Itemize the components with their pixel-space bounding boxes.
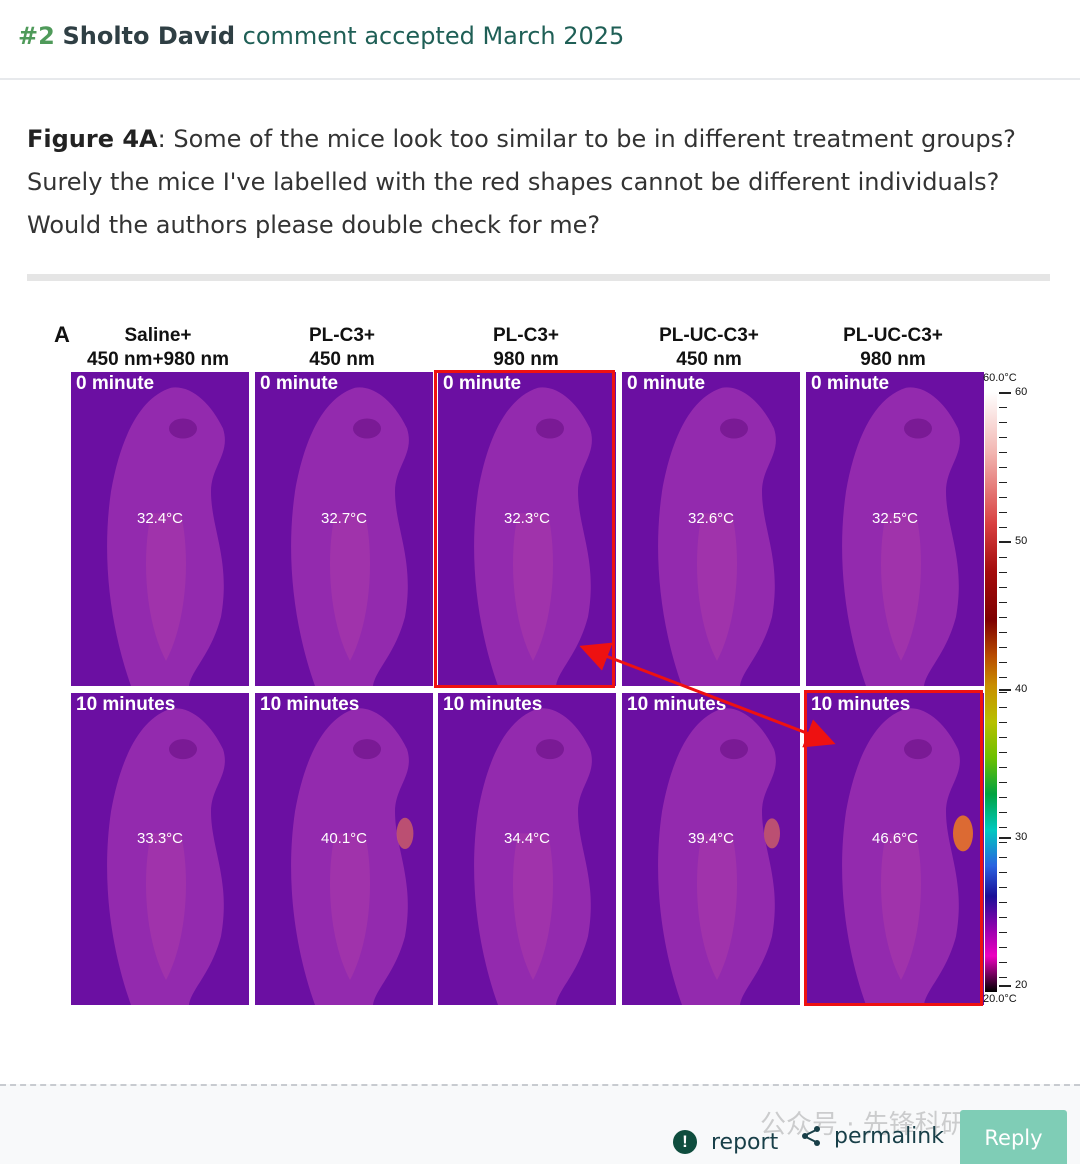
time-label: 0 minute bbox=[76, 373, 155, 394]
column-label-line2: 450 nm bbox=[676, 349, 742, 370]
temperature-label: 32.4°C bbox=[136, 510, 184, 528]
permalink-link[interactable]: permalink bbox=[800, 1122, 944, 1150]
thermal-image-panel: 10 minutes 40.1°C bbox=[255, 693, 433, 1005]
mouse-silhouette bbox=[658, 387, 776, 686]
figure-4a: A Saline+ 450 nm+980 nm PL-C3+ 450 nm PL… bbox=[0, 300, 1080, 1020]
scale-major-tick bbox=[999, 837, 1011, 839]
comparison-arrow bbox=[579, 642, 836, 748]
comment-text: : Some of the mice look too similar to b… bbox=[27, 125, 1016, 239]
column-label-saline: Saline+ 450 nm+980 nm bbox=[63, 324, 253, 372]
temperature-label: 32.6°C bbox=[687, 510, 735, 528]
column-label-line1: Saline+ bbox=[124, 325, 192, 346]
time-label: 0 minute bbox=[627, 373, 706, 394]
mouse-silhouette bbox=[107, 387, 225, 686]
column-label-line1: PL-UC-C3+ bbox=[659, 325, 759, 346]
mouse-silhouette bbox=[658, 708, 780, 1005]
scale-major-tick bbox=[999, 392, 1011, 394]
comment-header-line: #2 Sholto David comment accepted March 2… bbox=[18, 22, 624, 50]
scale-major-tick bbox=[999, 541, 1011, 543]
time-label: 0 minute bbox=[443, 373, 522, 394]
thermal-image-panel: 0 minute 32.6°C bbox=[622, 372, 800, 686]
scale-tick-label: 20 bbox=[1015, 979, 1028, 991]
mouse-silhouette bbox=[842, 708, 973, 1005]
time-label: 0 minute bbox=[260, 373, 339, 394]
scale-minor-ticks bbox=[999, 392, 1007, 992]
scale-tick-label: 60 bbox=[1015, 386, 1028, 398]
temperature-label: 39.4°C bbox=[687, 830, 735, 848]
thermal-image-panel: 0 minute 32.5°C bbox=[806, 372, 984, 686]
temperature-label: 46.6°C bbox=[871, 830, 919, 848]
separator bbox=[27, 274, 1050, 281]
comment-footer: 公众号 · 先锋科研 ! report permalink Reply bbox=[0, 1084, 1080, 1164]
column-label-pl-c3-980: PL-C3+ 980 nm bbox=[431, 324, 621, 372]
mouse-silhouette bbox=[842, 387, 960, 686]
scale-bottom-label: 20.0°C bbox=[983, 993, 1017, 1005]
time-label: 0 minute bbox=[811, 373, 890, 394]
time-label: 10 minutes bbox=[443, 694, 543, 715]
column-label-line1: PL-C3+ bbox=[309, 325, 375, 346]
column-label-pl-uc-c3-450: PL-UC-C3+ 450 nm bbox=[614, 324, 804, 372]
report-link[interactable]: ! report bbox=[673, 1128, 778, 1156]
time-label: 10 minutes bbox=[260, 694, 360, 715]
comment-status: comment accepted March 2025 bbox=[242, 22, 625, 50]
reply-button[interactable]: Reply bbox=[960, 1110, 1067, 1164]
temperature-label: 40.1°C bbox=[320, 830, 368, 848]
thermal-image-panel: 10 minutes 33.3°C bbox=[71, 693, 249, 1005]
comment-number: #2 bbox=[18, 22, 55, 50]
panel-letter: A bbox=[54, 322, 70, 347]
temperature-label: 34.4°C bbox=[503, 830, 551, 848]
temperature-label: 32.7°C bbox=[320, 510, 368, 528]
scale-tick-label: 40 bbox=[1015, 683, 1028, 695]
thermal-image-panel: 0 minute 32.3°C bbox=[438, 372, 616, 686]
time-label: 10 minutes bbox=[76, 694, 176, 715]
temperature-label: 32.5°C bbox=[871, 510, 919, 528]
thermal-image-panel: 0 minute 32.7°C bbox=[255, 372, 433, 686]
scale-major-tick bbox=[999, 689, 1011, 691]
figure-reference: Figure 4A bbox=[27, 125, 158, 153]
column-label-line2: 450 nm+980 nm bbox=[86, 349, 230, 370]
temperature-label: 32.3°C bbox=[503, 510, 551, 528]
scale-top-label: 60.0°C bbox=[983, 372, 1017, 384]
watermark: 公众号 · 先锋科研 bbox=[760, 1110, 967, 1140]
column-label-line1: PL-UC-C3+ bbox=[843, 325, 943, 346]
alert-circle-icon: ! bbox=[673, 1130, 697, 1154]
scale-major-tick bbox=[999, 985, 1011, 987]
permalink-label: permalink bbox=[834, 1123, 944, 1149]
column-label-line2: 980 nm bbox=[860, 349, 926, 370]
scale-tick-label: 30 bbox=[1015, 831, 1028, 843]
column-label-line2: 450 nm bbox=[309, 349, 375, 370]
share-icon bbox=[802, 1126, 820, 1146]
comment-body: Figure 4A: Some of the mice look too sim… bbox=[27, 118, 1062, 247]
temperature-label: 33.3°C bbox=[136, 830, 184, 848]
mouse-silhouette bbox=[291, 387, 409, 686]
scale-tick-label: 50 bbox=[1015, 535, 1028, 547]
column-label-pl-c3-450: PL-C3+ 450 nm bbox=[247, 324, 437, 372]
author-name[interactable]: Sholto David bbox=[62, 22, 236, 50]
comment-header: #2 Sholto David comment accepted March 2… bbox=[0, 0, 1080, 80]
report-label: report bbox=[711, 1129, 779, 1155]
mouse-silhouette bbox=[474, 708, 592, 1005]
column-label-line1: PL-C3+ bbox=[493, 325, 559, 346]
thermal-image-panel: 0 minute 32.4°C bbox=[71, 372, 249, 686]
temperature-scale-bar bbox=[985, 392, 997, 992]
thermal-image-panel: 10 minutes 46.6°C bbox=[806, 693, 984, 1005]
mouse-silhouette bbox=[474, 387, 592, 686]
mouse-silhouette bbox=[291, 708, 414, 1005]
column-label-line2: 980 nm bbox=[493, 349, 559, 370]
mouse-silhouette bbox=[107, 708, 225, 1005]
time-label: 10 minutes bbox=[811, 694, 911, 715]
column-label-pl-uc-c3-980: PL-UC-C3+ 980 nm bbox=[798, 324, 988, 372]
